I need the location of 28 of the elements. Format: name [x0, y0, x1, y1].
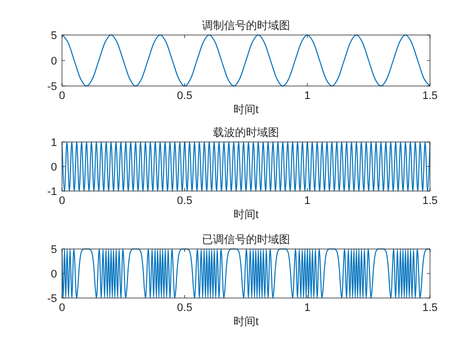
y-tick-label: 5	[50, 244, 57, 256]
x-tick-label: 1	[304, 90, 310, 102]
y-tick-label: 0	[50, 56, 57, 68]
x-tick-label: 0	[58, 302, 66, 314]
x-tick-label: 0.5	[177, 302, 192, 314]
x-tick-label: 0	[58, 195, 66, 207]
x-axis-title: 时间t	[233, 103, 259, 116]
chart-title: 已调信号的时域图	[202, 233, 290, 246]
x-tick-label: 1.5	[422, 90, 438, 102]
y-tick-label: 0	[50, 162, 57, 174]
chart-title: 载波的时域图	[213, 126, 279, 139]
y-tick-label: 0	[50, 268, 57, 280]
y-tick-label: -1	[47, 186, 57, 198]
x-tick-label: 1	[304, 302, 310, 314]
x-axis-title: 时间t	[233, 208, 259, 221]
x-axis-title: 时间t	[233, 315, 259, 328]
line-series	[62, 34, 430, 86]
x-tick-label: 1.5	[422, 302, 438, 314]
x-tick-label: 0	[58, 90, 66, 102]
y-tick-label: 5	[50, 30, 57, 42]
x-tick-label: 1	[304, 195, 310, 207]
x-tick-label: 0.5	[177, 90, 192, 102]
y-tick-label: 1	[50, 137, 57, 149]
x-tick-label: 1.5	[422, 195, 438, 207]
y-tick-label: -5	[47, 293, 57, 305]
x-tick-label: 0.5	[177, 195, 192, 207]
y-tick-label: -5	[47, 81, 57, 93]
chart-title: 调制信号的时域图	[202, 19, 290, 32]
